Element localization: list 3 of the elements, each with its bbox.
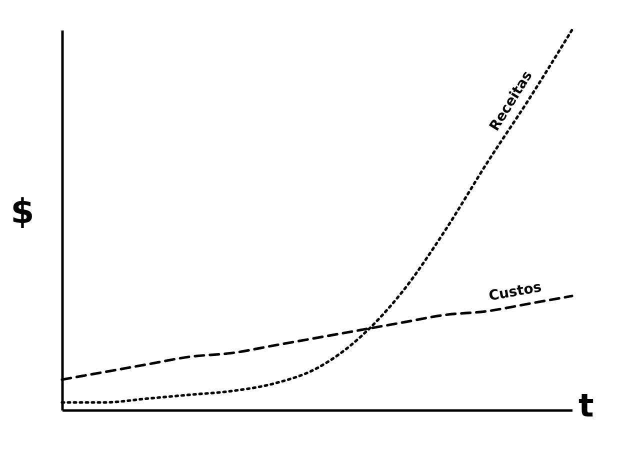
text: Custos — [488, 279, 543, 304]
x-axis-title: t — [578, 386, 594, 424]
y-axis-title: $ — [10, 192, 34, 232]
